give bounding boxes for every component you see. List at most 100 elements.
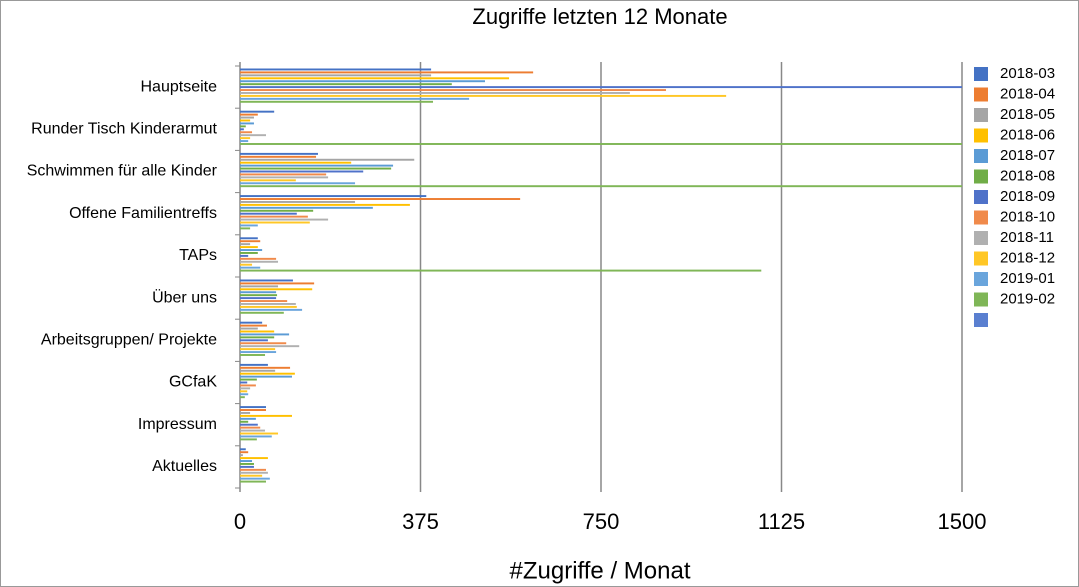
legend-swatch bbox=[974, 87, 988, 102]
bar bbox=[240, 457, 268, 460]
bar bbox=[240, 119, 251, 122]
bar bbox=[240, 339, 268, 342]
bar bbox=[240, 143, 962, 145]
bar bbox=[240, 257, 277, 260]
bar bbox=[240, 209, 314, 212]
bar bbox=[240, 164, 394, 167]
bar bbox=[240, 363, 268, 366]
bar bbox=[240, 218, 329, 221]
bar bbox=[240, 266, 261, 269]
x-tick-label: 1500 bbox=[938, 509, 987, 534]
bar bbox=[240, 474, 263, 477]
bar bbox=[240, 396, 245, 399]
bar bbox=[240, 263, 253, 266]
bar bbox=[240, 333, 290, 336]
bar bbox=[240, 303, 296, 305]
bar bbox=[240, 297, 277, 300]
bar bbox=[240, 173, 327, 176]
bar bbox=[240, 97, 470, 100]
bar bbox=[240, 327, 258, 330]
legend-label: 2018-08 bbox=[1000, 167, 1055, 184]
bar bbox=[240, 417, 256, 420]
x-tick-label: 1125 bbox=[758, 509, 805, 534]
bar bbox=[240, 182, 356, 185]
bar bbox=[240, 390, 248, 393]
x-axis-title: #Zugriffe / Monat bbox=[510, 557, 691, 584]
bar bbox=[240, 454, 243, 457]
bar bbox=[240, 348, 276, 351]
bar bbox=[240, 279, 293, 282]
bar bbox=[240, 429, 266, 432]
bar bbox=[240, 243, 251, 246]
legend-label: 2018-05 bbox=[1000, 106, 1055, 123]
bars bbox=[240, 68, 962, 483]
bar bbox=[240, 321, 263, 324]
bar bbox=[240, 195, 427, 198]
x-tick-label: 0 bbox=[234, 509, 246, 534]
bar bbox=[240, 92, 630, 94]
bar bbox=[240, 291, 277, 294]
bar bbox=[240, 260, 279, 263]
bar bbox=[240, 125, 246, 128]
legend-label: 2018-06 bbox=[1000, 126, 1055, 143]
bar bbox=[240, 432, 279, 435]
y-tick-label: Arbeitsgruppen/ Projekte bbox=[41, 332, 217, 349]
legend-label: 2019-02 bbox=[1000, 290, 1055, 307]
legend-label: 2018-11 bbox=[1000, 229, 1054, 246]
bar bbox=[240, 426, 261, 429]
legend-label: 2018-04 bbox=[1000, 85, 1055, 102]
legend-label: 2018-10 bbox=[1000, 208, 1055, 225]
bar bbox=[240, 80, 485, 83]
bar bbox=[240, 345, 300, 348]
bar bbox=[240, 167, 392, 170]
legend-swatch bbox=[974, 67, 988, 81]
bar bbox=[240, 435, 272, 438]
bar bbox=[240, 137, 251, 140]
bar bbox=[240, 100, 434, 103]
bar bbox=[240, 378, 257, 381]
bar bbox=[240, 366, 291, 369]
bar bbox=[240, 68, 432, 71]
bar bbox=[240, 414, 292, 417]
legend-swatch bbox=[974, 169, 988, 184]
bar bbox=[240, 158, 415, 161]
bar bbox=[240, 372, 295, 375]
bar bbox=[240, 406, 266, 409]
bar bbox=[240, 381, 248, 384]
legend-label: 2019-01 bbox=[1000, 270, 1055, 287]
bar bbox=[240, 351, 277, 354]
bar bbox=[240, 282, 315, 285]
bar bbox=[240, 212, 297, 215]
legend-label: 2018-07 bbox=[1000, 147, 1055, 164]
bar bbox=[240, 71, 534, 74]
bar bbox=[240, 94, 727, 97]
bar bbox=[240, 131, 253, 134]
bar bbox=[240, 423, 258, 426]
y-tick-label: Aktuelles bbox=[152, 458, 217, 475]
labels: 0 375 750 1125 1500 Hauptseite Runder Tisch Ki… bbox=[27, 65, 1055, 534]
bar bbox=[240, 369, 276, 372]
y-tick-label: Hauptseite bbox=[141, 78, 218, 95]
chart-title: Zugriffe letzten 12 Monate bbox=[472, 4, 727, 29]
bar bbox=[240, 215, 308, 218]
bar bbox=[240, 237, 258, 240]
bar bbox=[240, 409, 266, 411]
bar bbox=[240, 354, 266, 356]
bar bbox=[240, 254, 249, 257]
x-tick-label: 750 bbox=[583, 509, 620, 534]
bar bbox=[240, 83, 452, 86]
legend-swatch bbox=[974, 210, 988, 225]
legend-swatch bbox=[974, 190, 988, 204]
bar bbox=[240, 324, 267, 327]
legend-swatch bbox=[974, 128, 988, 143]
bar bbox=[240, 411, 251, 414]
bar bbox=[240, 305, 297, 308]
bar bbox=[240, 451, 249, 454]
y-tick-label: Impressum bbox=[138, 416, 217, 433]
bar bbox=[240, 116, 254, 119]
y-tick-label: GCfaK bbox=[169, 374, 217, 391]
y-tick-label: TAPs bbox=[179, 247, 217, 264]
bar bbox=[240, 375, 292, 378]
bar bbox=[240, 246, 258, 249]
bar bbox=[240, 387, 251, 390]
